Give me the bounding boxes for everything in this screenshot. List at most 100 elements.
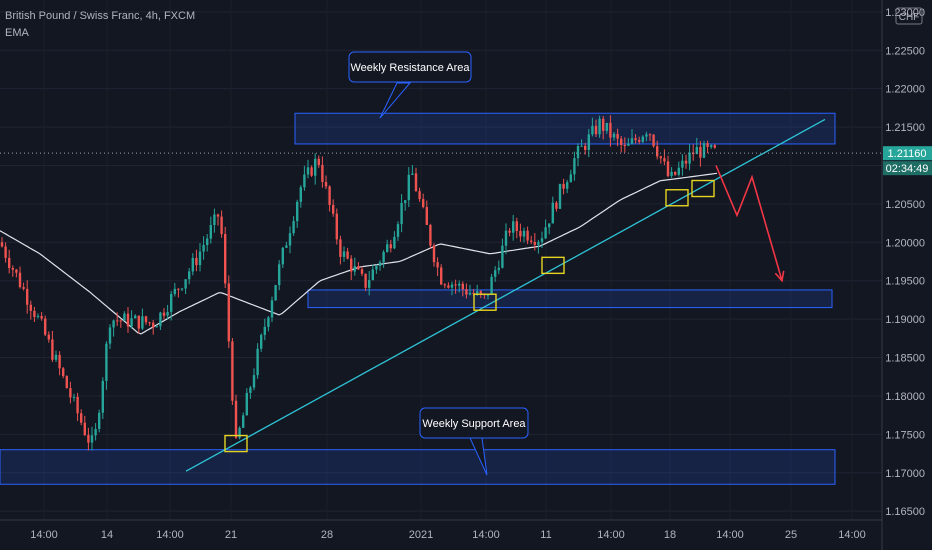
- time-axis[interactable]: 14:00 14 14:00 21 28 2021 14:00 11 14:00 18 14:00 2…: [0, 519, 882, 541]
- candle-body: [166, 311, 169, 316]
- candle-body: [22, 287, 25, 289]
- candle-body: [65, 376, 68, 389]
- candle-body: [400, 202, 403, 225]
- candle-body: [573, 158, 576, 175]
- price-tick-label: 1.21500: [885, 122, 925, 134]
- candle-body: [656, 146, 659, 157]
- candle-body: [321, 164, 324, 182]
- candle-body: [11, 267, 14, 270]
- candle-body: [209, 225, 212, 239]
- candle-body: [702, 143, 706, 158]
- support-callout-box[interactable]: [419, 407, 529, 439]
- touch-point-marker[interactable]: [691, 179, 715, 198]
- candle-body: [270, 300, 274, 318]
- candle-body: [80, 413, 83, 423]
- candle-body: [263, 326, 266, 335]
- candle-body: [605, 122, 608, 131]
- indicator-label[interactable]: EMA: [5, 27, 29, 39]
- candle-body: [335, 213, 338, 240]
- price-tick-label: 1.20500: [885, 199, 925, 211]
- candle-body: [51, 339, 54, 360]
- candle-body: [544, 227, 547, 239]
- time-tick-label: 14:00: [156, 529, 184, 541]
- candle-body: [666, 161, 670, 176]
- candle-body: [465, 289, 468, 295]
- touch-point-marker[interactable]: [665, 189, 689, 207]
- candle-body: [407, 174, 410, 201]
- candle-body: [429, 224, 432, 246]
- candle-body: [357, 266, 360, 270]
- candle-body: [76, 396, 79, 414]
- candle-body: [36, 316, 40, 318]
- callouts-layer: Weekly Resistance Area Weekly Support Ar…: [348, 51, 529, 476]
- candle-body: [328, 186, 331, 205]
- candle-body: [713, 145, 716, 148]
- candle-body: [681, 160, 684, 168]
- candle-body: [202, 245, 205, 252]
- symbol-title[interactable]: British Pound / Swiss Franc, 4h, FXCM: [5, 10, 196, 22]
- candle-body: [411, 173, 414, 175]
- touch-point-marker[interactable]: [473, 293, 497, 311]
- candle-body: [609, 122, 612, 138]
- candle-body: [580, 145, 583, 147]
- candle-body: [616, 133, 619, 139]
- candle-body: [188, 271, 191, 280]
- candle-body: [101, 380, 104, 413]
- weekly-support-area-zone[interactable]: [0, 449, 836, 485]
- candle-body: [623, 144, 626, 146]
- candle-body: [119, 320, 122, 322]
- forecast-path[interactable]: [715, 165, 783, 281]
- candle-body: [587, 134, 590, 150]
- resistance-callout-box[interactable]: [348, 51, 472, 83]
- candle-body: [652, 134, 655, 147]
- candle-body: [339, 239, 342, 257]
- candle-body: [191, 258, 194, 272]
- candle-body: [436, 262, 439, 268]
- price-tick-label: 1.18500: [885, 353, 925, 365]
- candle-body: [144, 316, 148, 323]
- candle-body: [627, 143, 630, 146]
- forecast-layer: [715, 165, 785, 283]
- touch-point-marker[interactable]: [541, 256, 565, 275]
- candle-body: [594, 125, 598, 135]
- time-tick-label: 14:00: [597, 529, 625, 541]
- candle-body: [440, 267, 443, 285]
- candle-body: [152, 322, 155, 328]
- candle-body: [173, 288, 176, 295]
- candle-body: [414, 173, 418, 192]
- candle-body: [332, 204, 335, 214]
- candle-body: [598, 118, 601, 135]
- candle-body: [195, 258, 198, 266]
- candle-body: [141, 316, 144, 329]
- candle-body: [710, 145, 713, 147]
- candle-body: [62, 368, 65, 377]
- candles-layer: [0, 115, 716, 451]
- candle-body: [8, 257, 11, 268]
- candle-body: [292, 221, 295, 234]
- ascending-trendline[interactable]: [185, 118, 826, 472]
- candle-body: [386, 244, 389, 252]
- touch-point-marker[interactable]: [224, 434, 248, 453]
- candle-body: [562, 183, 565, 189]
- candle-body: [159, 312, 162, 327]
- candle-body: [112, 320, 115, 328]
- candle-body: [526, 230, 529, 241]
- candle-body: [404, 200, 407, 203]
- price-tick-label: 1.19500: [885, 276, 925, 288]
- weekly-resistance-area-zone[interactable]: [294, 112, 836, 145]
- candle-body: [184, 279, 187, 289]
- support-callout-label: Weekly Support Area: [422, 418, 526, 430]
- candle-body: [72, 396, 76, 398]
- candle-body: [227, 283, 230, 342]
- candle-body: [87, 434, 90, 443]
- intermediate-support-zone[interactable]: [307, 289, 833, 309]
- candle-body: [677, 167, 680, 175]
- candle-body: [558, 183, 562, 209]
- candle-body: [533, 241, 536, 245]
- candle-body: [47, 334, 50, 340]
- candle-body: [306, 167, 310, 175]
- candle-body: [454, 284, 457, 286]
- candle-body: [234, 400, 238, 438]
- price-axis[interactable]: 1.230001.225001.220001.215001.210001.205…: [881, 0, 932, 550]
